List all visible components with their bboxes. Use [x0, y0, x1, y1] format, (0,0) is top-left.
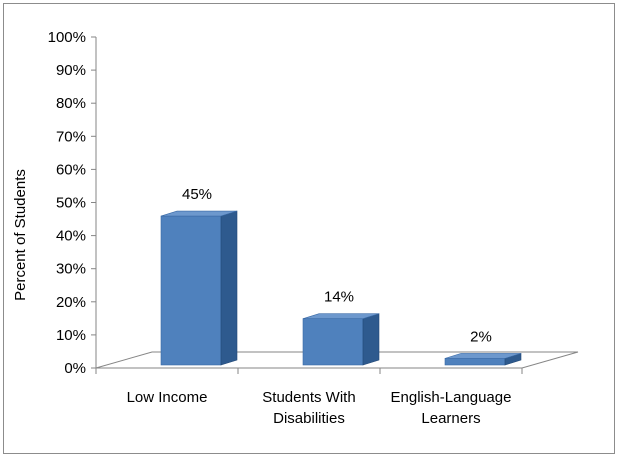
x-category-label: Students With	[262, 389, 355, 406]
bar-front	[444, 358, 506, 366]
bar-side	[362, 313, 380, 366]
y-tick-label: 70%	[56, 128, 86, 145]
y-tick-label: 40%	[56, 228, 86, 245]
bar-front	[160, 215, 222, 366]
y-tick-label: 80%	[56, 95, 86, 112]
y-tick-label: 60%	[56, 161, 86, 178]
bar-side	[220, 210, 238, 366]
y-tick-label: 90%	[56, 62, 86, 79]
bar-top	[302, 313, 380, 319]
data-label: 45%	[182, 186, 212, 203]
x-category-label: Learners	[421, 410, 480, 427]
y-axis-label: Percent of Students	[12, 169, 29, 301]
bar-top	[160, 210, 238, 217]
chart-bars	[160, 210, 522, 366]
chart-frame	[3, 3, 615, 454]
y-tick-label: 10%	[56, 327, 86, 344]
data-label: 14%	[324, 289, 354, 306]
y-tick-label: 0%	[64, 360, 86, 377]
y-tick-label: 100%	[48, 29, 86, 46]
x-category-label: English-Language	[391, 389, 512, 406]
y-tick-label: 20%	[56, 294, 86, 311]
y-tick-label: 50%	[56, 195, 86, 212]
data-label: 2%	[470, 328, 492, 345]
y-tick-label: 30%	[56, 261, 86, 278]
bar-top	[444, 353, 522, 359]
chart-labels: 0% 10% 20% 30% 40% 50% 60% 70% 80% 90% 100% 45% 14% 2…	[48, 29, 512, 427]
bar-front	[302, 318, 364, 366]
x-category-label: Disabilities	[273, 410, 345, 427]
chart-axes	[91, 36, 579, 374]
x-category-label: Low Income	[127, 389, 208, 406]
